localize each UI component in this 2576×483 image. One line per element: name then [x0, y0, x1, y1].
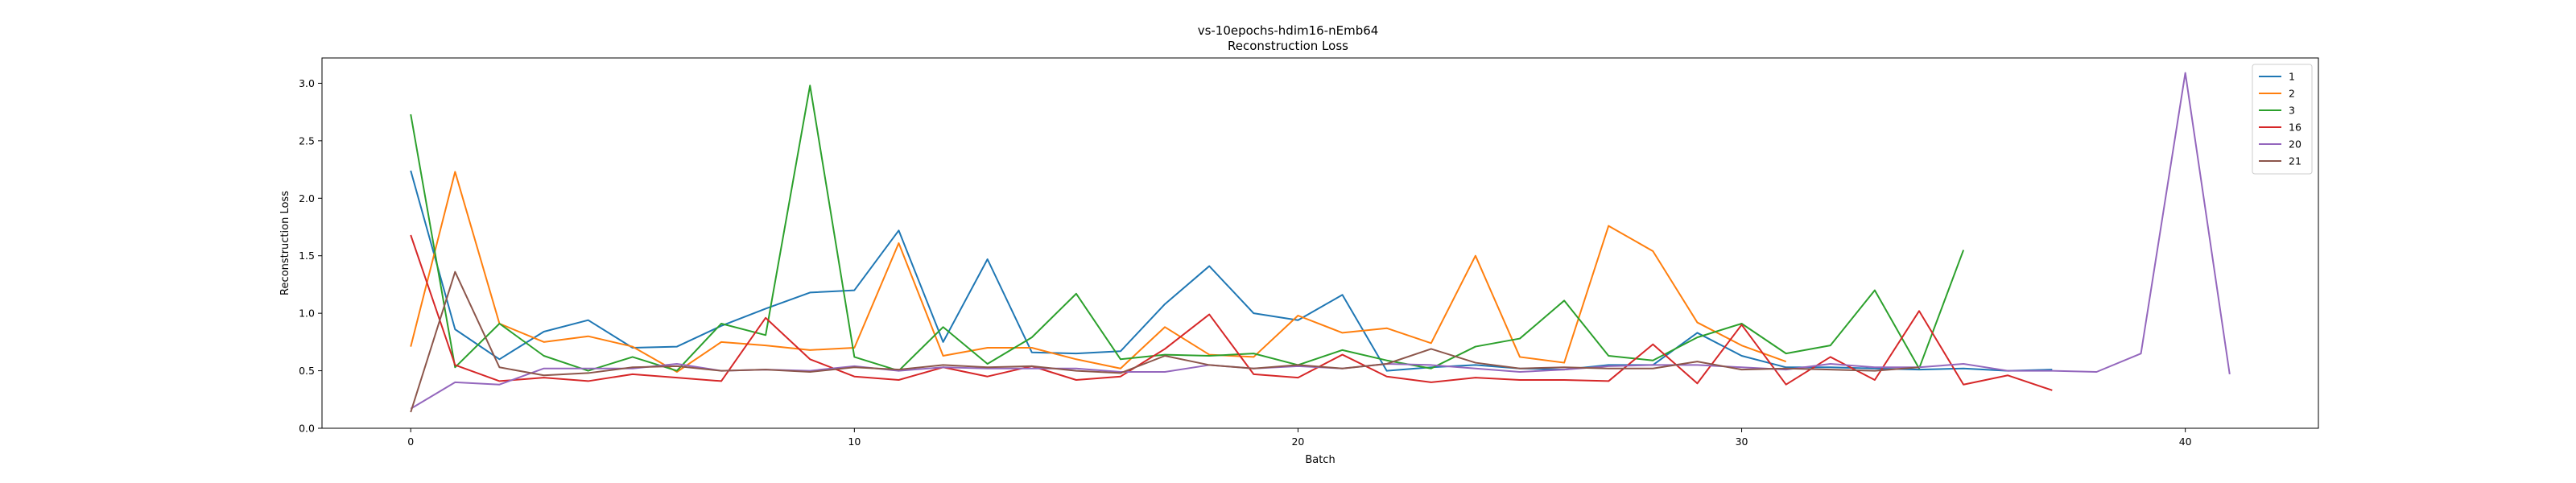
y-tick-label: 2.0	[299, 192, 315, 204]
series-line-16	[410, 234, 2053, 391]
series-21	[410, 270, 1920, 413]
legend-label-20: 20	[2289, 138, 2301, 151]
y-tick-label: 0.0	[299, 423, 315, 435]
series-3	[410, 85, 1965, 372]
y-tick-label: 0.5	[299, 365, 315, 377]
legend-label-2: 2	[2289, 88, 2295, 100]
y-tick-label: 1.0	[299, 308, 315, 320]
chart-title: vs-10epochs-hdim16-nEmb64	[1198, 23, 1379, 38]
x-tick-label: 10	[848, 436, 861, 448]
legend: 1 2 3 16 20 21	[2252, 64, 2313, 175]
series-line-1	[410, 170, 2053, 372]
plot-frame	[321, 57, 2319, 429]
legend-label-21: 21	[2289, 155, 2301, 167]
x-tick-label: 0	[407, 436, 414, 448]
legend-label-16: 16	[2289, 122, 2301, 134]
x-tick-label: 40	[2179, 436, 2192, 448]
series-layer	[410, 72, 2231, 413]
y-axis-label: Reconstruction Loss	[279, 191, 291, 295]
series-16	[410, 234, 2053, 391]
series-line-2	[410, 171, 1787, 373]
y-tick-label: 1.5	[299, 250, 315, 262]
y-tick-label: 2.5	[299, 134, 315, 147]
legend-label-3: 3	[2289, 105, 2295, 117]
ticks-layer: 0 10 20 30 40 0.0 0.5 1.0 1.5 2.0 2.5 3.0	[299, 77, 2192, 448]
x-tick-label: 20	[1291, 436, 1304, 448]
series-line-3	[410, 85, 1965, 372]
chart-subtitle: Reconstruction Loss	[1228, 39, 1348, 53]
x-tick-label: 30	[1736, 436, 1748, 448]
y-tick-label: 3.0	[299, 77, 315, 89]
legend-label-1: 1	[2289, 71, 2295, 83]
series-1	[410, 170, 2053, 372]
legend-box	[2252, 64, 2313, 175]
x-axis-label: Batch	[1305, 454, 1335, 466]
